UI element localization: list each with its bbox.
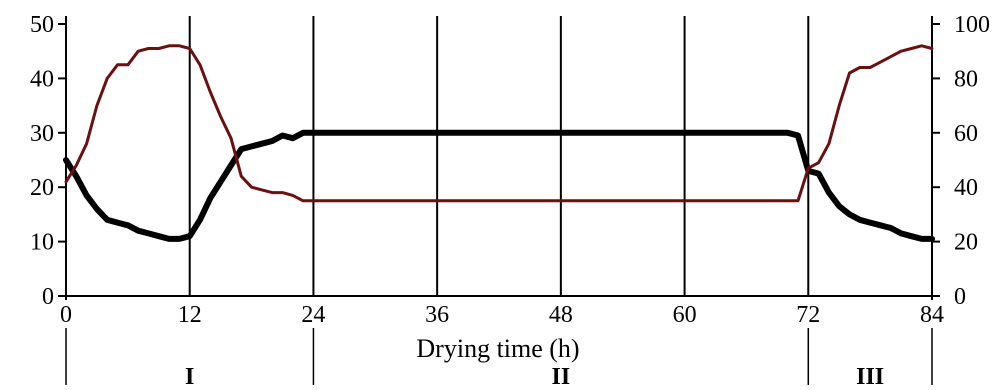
y-right-tick-100: 100 bbox=[954, 12, 990, 38]
y-right-tick-80: 80 bbox=[954, 66, 978, 92]
y-left-tick-50: 50 bbox=[30, 12, 54, 38]
x-tick-24: 24 bbox=[301, 302, 325, 328]
stage-label-III: III bbox=[856, 364, 884, 385]
x-tick-60: 60 bbox=[673, 302, 697, 328]
y-right-tick-20: 20 bbox=[954, 230, 978, 256]
y-right-tick-40: 40 bbox=[954, 175, 978, 201]
tick-labels: 0 10 20 30 40 50 0 20 40 60 80 100 0 12 24 36 48 60 72 84 bbox=[30, 12, 990, 328]
series-line-right-axis bbox=[64, 44, 934, 203]
x-tick-84: 84 bbox=[920, 302, 944, 328]
x-axis-label: Drying time (h) bbox=[416, 334, 579, 363]
stage-bands: I II III bbox=[65, 328, 933, 390]
stage-label-I: I bbox=[185, 364, 194, 385]
y-right-tick-0: 0 bbox=[954, 284, 966, 310]
y-left-tick-40: 40 bbox=[30, 66, 54, 92]
y-left-tick-0: 0 bbox=[42, 284, 54, 310]
x-tick-0: 0 bbox=[60, 302, 72, 328]
x-tick-12: 12 bbox=[178, 302, 202, 328]
stage-label-II: II bbox=[552, 364, 571, 385]
x-tick-48: 48 bbox=[549, 302, 573, 328]
y-left-tick-20: 20 bbox=[30, 175, 54, 201]
x-tick-36: 36 bbox=[425, 302, 449, 328]
y-left-tick-10: 10 bbox=[30, 230, 54, 256]
series-line-left-axis bbox=[63, 129, 935, 242]
y-right-tick-60: 60 bbox=[954, 121, 978, 147]
x-tick-72: 72 bbox=[796, 302, 820, 328]
vertical-gridlines bbox=[65, 16, 933, 296]
y-left-tick-30: 30 bbox=[30, 121, 54, 147]
series-lines bbox=[63, 44, 935, 242]
